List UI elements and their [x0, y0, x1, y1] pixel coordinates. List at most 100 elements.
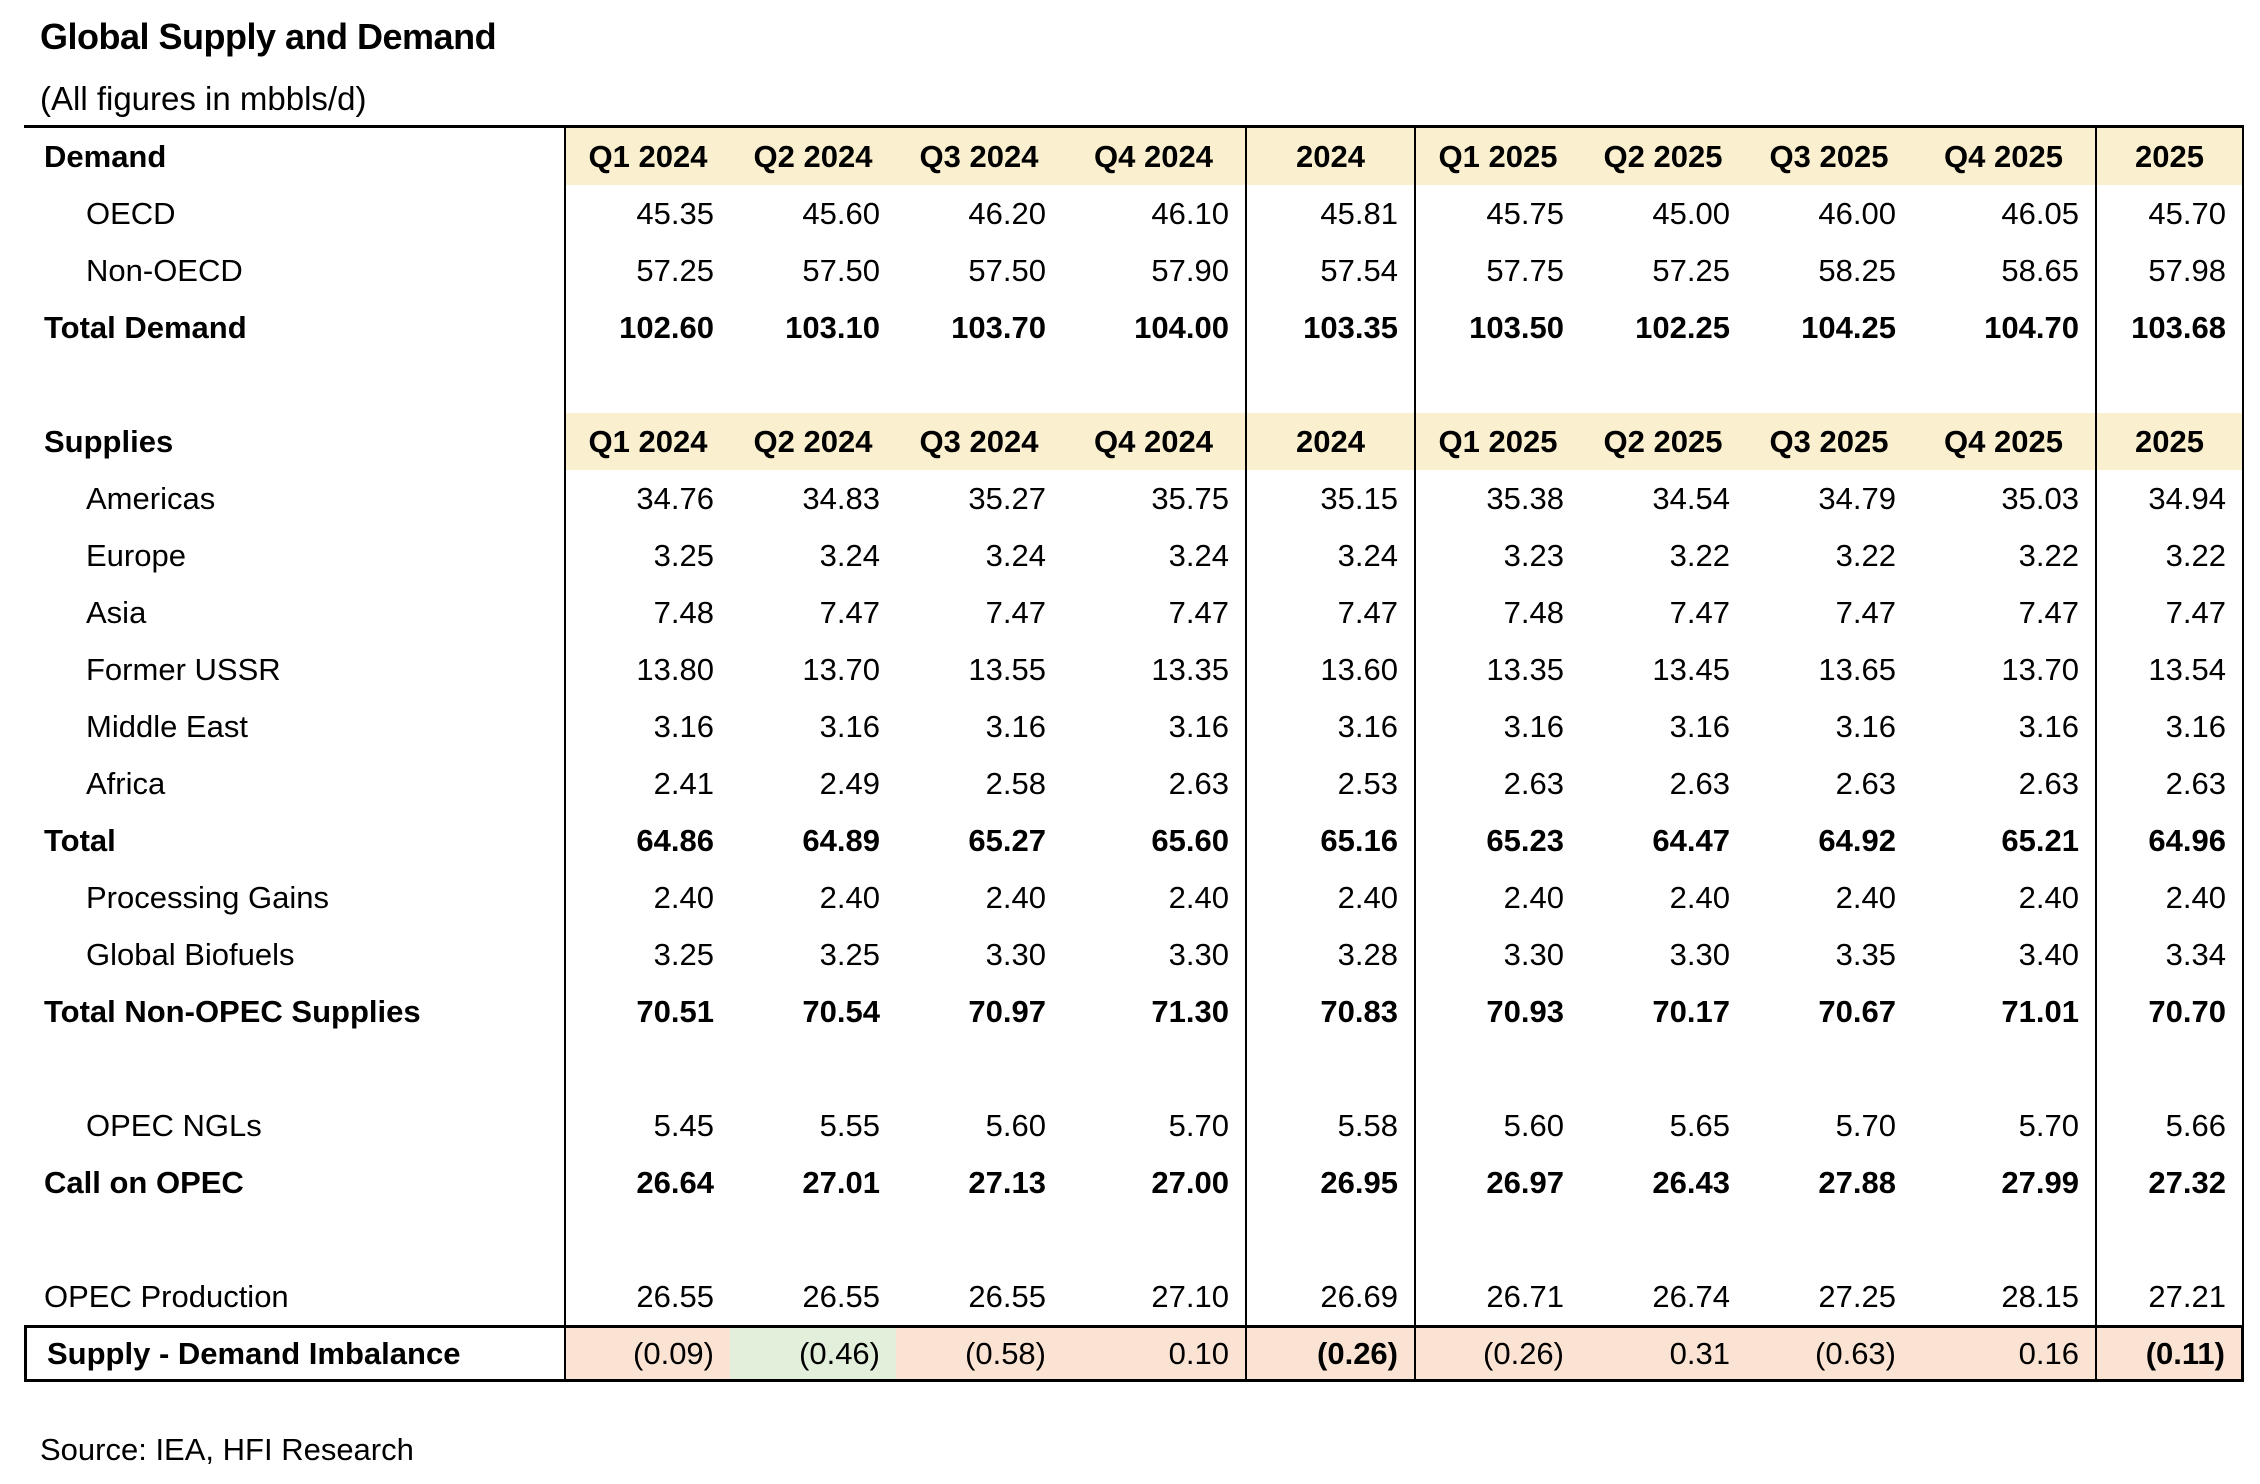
- middle-east-value: 3.16: [1414, 698, 1580, 755]
- total-non-opec-supplies-value: 70.97: [968, 994, 1046, 1029]
- empty-cell: [2095, 356, 2244, 413]
- americas-value: 35.03: [2001, 481, 2079, 516]
- former-ussr-value: 13.54: [2095, 641, 2244, 698]
- asia-value: 7.47: [985, 595, 1046, 630]
- opec-production-value: 26.69: [1245, 1268, 1414, 1325]
- opec-production-value: 26.71: [1414, 1268, 1580, 1325]
- total-supplies-value: 64.89: [802, 823, 880, 858]
- middle-east-value: 3.16: [1168, 709, 1229, 744]
- empty-cell: [564, 356, 730, 413]
- former-ussr-value: 13.55: [968, 652, 1046, 687]
- europe-value: 3.24: [1245, 527, 1414, 584]
- asia-value: 7.47: [819, 595, 880, 630]
- empty-cell: [1245, 1040, 1414, 1097]
- middle-east-label: Middle East: [86, 709, 248, 744]
- americas-value: 34.54: [1652, 481, 1730, 516]
- column-header-2024: 2024: [1245, 413, 1414, 470]
- empty-cell: [730, 1211, 896, 1268]
- column-header-2025: 2025: [2095, 128, 2244, 185]
- total-supplies-value: 65.27: [968, 823, 1046, 858]
- column-header-q3-2025: Q3 2025: [1746, 413, 1912, 470]
- call-on-opec-value: 26.97: [1414, 1154, 1580, 1211]
- total-supplies-label: Total: [44, 823, 116, 858]
- oecd-label: OECD: [86, 196, 176, 231]
- asia-value: 7.47: [1245, 584, 1414, 641]
- non-oecd-value: 58.65: [2001, 253, 2079, 288]
- middle-east-value: 3.16: [985, 709, 1046, 744]
- opec-production-value: 26.55: [564, 1268, 730, 1325]
- africa-value: 2.63: [2018, 766, 2079, 801]
- opec-ngls-label: OPEC NGLs: [86, 1108, 262, 1143]
- global-biofuels-value: 3.30: [1168, 937, 1229, 972]
- former-ussr-label: Former USSR: [86, 652, 281, 687]
- total-supplies-value: 64.47: [1652, 823, 1730, 858]
- asia-value: 7.48: [564, 584, 730, 641]
- processing-gains-label: Processing Gains: [86, 880, 329, 915]
- africa-value: 2.41: [564, 755, 730, 812]
- total-non-opec-supplies-value: 70.70: [2095, 983, 2244, 1040]
- former-ussr-value: 13.60: [1245, 641, 1414, 698]
- empty-cell: [1414, 356, 1580, 413]
- total-demand-label: Total Demand: [44, 310, 247, 345]
- column-header-q4-2024: Q4 2024: [1062, 413, 1245, 470]
- opec-ngls-value: 5.70: [2018, 1108, 2079, 1143]
- column-header-q4-2024: Q4 2024: [1062, 128, 1245, 185]
- oecd-value: 45.35: [564, 185, 730, 242]
- former-ussr-value: 13.35: [1151, 652, 1229, 687]
- column-header-q1-2025: Q1 2025: [1414, 413, 1580, 470]
- non-oecd-value: 57.54: [1245, 242, 1414, 299]
- opec-ngls-value: 5.66: [2095, 1097, 2244, 1154]
- column-header-q3-2024: Q3 2024: [896, 128, 1062, 185]
- column-header-2025: 2025: [2095, 413, 2244, 470]
- oecd-value: 46.20: [968, 196, 1046, 231]
- processing-gains-value: 2.40: [985, 880, 1046, 915]
- oecd-value: 45.00: [1652, 196, 1730, 231]
- call-on-opec-value: 27.01: [802, 1165, 880, 1200]
- empty-cell: [2095, 1211, 2244, 1268]
- call-on-opec-value: 27.99: [2001, 1165, 2079, 1200]
- oecd-value: 45.81: [1245, 185, 1414, 242]
- non-oecd-value: 57.75: [1414, 242, 1580, 299]
- non-oecd-value: 57.25: [564, 242, 730, 299]
- total-non-opec-supplies-value: 70.83: [1245, 983, 1414, 1040]
- former-ussr-value: 13.35: [1414, 641, 1580, 698]
- column-header-q2-2024: Q2 2024: [730, 413, 896, 470]
- opec-production-value: 27.21: [2095, 1268, 2244, 1325]
- total-supplies-value: 64.86: [564, 812, 730, 869]
- europe-value: 3.24: [819, 538, 880, 573]
- total-demand-value: 104.00: [1134, 310, 1229, 345]
- page-title: Global Supply and Demand: [40, 16, 497, 57]
- africa-value: 2.63: [1414, 755, 1580, 812]
- total-non-opec-supplies-value: 70.51: [564, 983, 730, 1040]
- empty-cell: [1912, 1040, 2095, 1097]
- non-oecd-value: 57.50: [968, 253, 1046, 288]
- opec-ngls-value: 5.70: [1835, 1108, 1896, 1143]
- call-on-opec-value: 27.32: [2095, 1154, 2244, 1211]
- europe-value: 3.25: [564, 527, 730, 584]
- non-oecd-value: 57.90: [1151, 253, 1229, 288]
- former-ussr-value: 13.65: [1818, 652, 1896, 687]
- americas-value: 34.94: [2095, 470, 2244, 527]
- column-header-q2-2024: Q2 2024: [730, 128, 896, 185]
- asia-value: 7.47: [1168, 595, 1229, 630]
- supply-demand-imbalance-value: (0.63): [1746, 1325, 1912, 1382]
- processing-gains-value: 2.40: [1835, 880, 1896, 915]
- total-demand-value: 103.70: [951, 310, 1046, 345]
- empty-cell: [730, 356, 896, 413]
- europe-value: 3.22: [2018, 538, 2079, 573]
- empty-cell: [896, 1040, 1062, 1097]
- supply-demand-imbalance-value: (0.26): [1414, 1325, 1580, 1382]
- processing-gains-value: 2.40: [1414, 869, 1580, 926]
- supply-demand-imbalance-value: 0.10: [1062, 1325, 1245, 1382]
- opec-production-value: 26.74: [1652, 1279, 1730, 1314]
- non-oecd-value: 57.98: [2095, 242, 2244, 299]
- americas-value: 35.38: [1414, 470, 1580, 527]
- americas-value: 35.27: [968, 481, 1046, 516]
- processing-gains-value: 2.40: [1669, 880, 1730, 915]
- opec-ngls-value: 5.55: [819, 1108, 880, 1143]
- oecd-value: 46.05: [2001, 196, 2079, 231]
- non-oecd-value: 57.50: [802, 253, 880, 288]
- source-attribution: Source: IEA, HFI Research: [40, 1432, 414, 1467]
- empty-cell: [730, 1040, 896, 1097]
- oecd-value: 45.60: [802, 196, 880, 231]
